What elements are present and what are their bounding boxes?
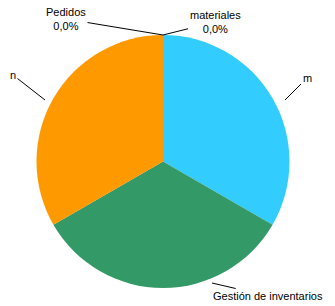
svg-text:Gestión de inventarios: Gestión de inventarios (213, 290, 323, 302)
svg-text:materiales0,0%: materiales0,0% (190, 9, 241, 35)
svg-text:n: n (10, 69, 16, 81)
svg-text:m: m (303, 72, 312, 84)
svg-text:Pedidos0,0%: Pedidos0,0% (46, 6, 86, 32)
